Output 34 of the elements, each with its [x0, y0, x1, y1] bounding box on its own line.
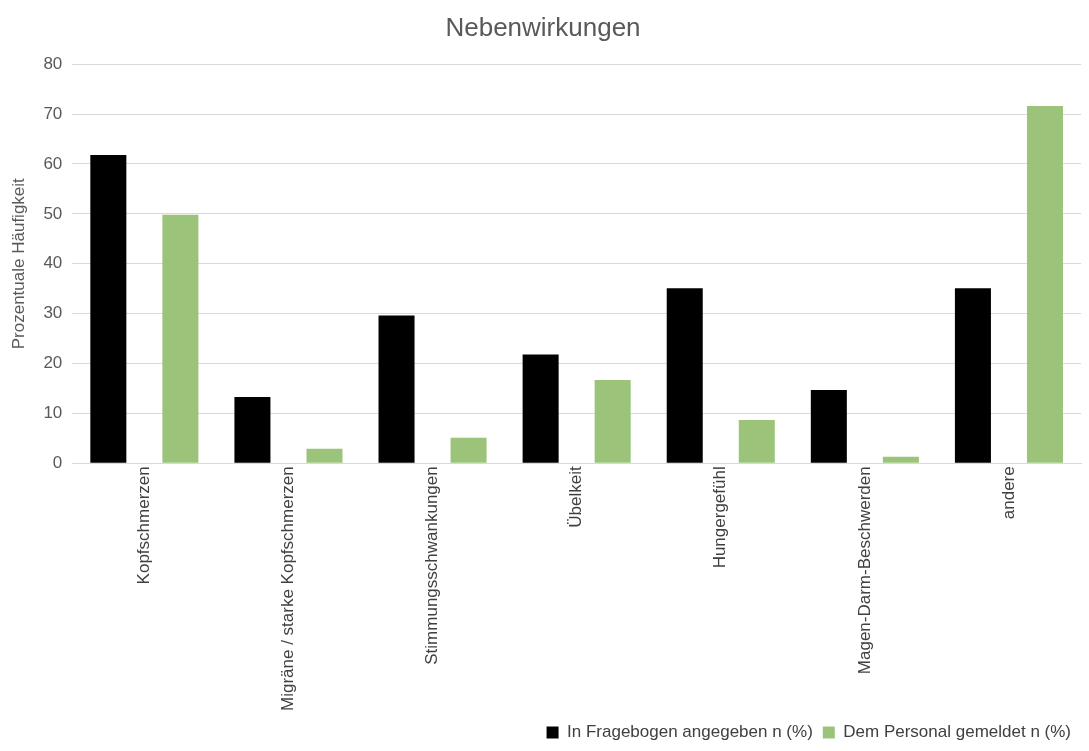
bar — [594, 379, 631, 463]
y-tick-label: 30 — [43, 303, 63, 323]
bar — [306, 448, 343, 463]
x-tick-label: Kopfschmerzen — [134, 466, 154, 585]
x-tick-label: Hungergefühl — [710, 466, 730, 569]
bar — [666, 288, 703, 463]
y-tick-label: 40 — [43, 253, 63, 273]
bar — [522, 354, 559, 463]
y-tick-label: 80 — [43, 53, 63, 73]
y-tick-label: 70 — [43, 103, 63, 123]
y-axis-title: Prozentuale Häufigkeit — [8, 177, 28, 350]
y-tick-label: 0 — [52, 452, 63, 472]
bar — [1026, 106, 1063, 463]
chart-title: Nebenwirkungen — [445, 11, 641, 42]
x-tick-label: Magen-Darm-Beschwerden — [854, 466, 874, 675]
y-tick-label: 20 — [43, 353, 63, 373]
bar — [810, 389, 847, 463]
x-tick-label: andere — [998, 466, 1018, 520]
bar — [90, 154, 127, 463]
x-tick-label: Migräne / starke Kopfschmerzen — [278, 466, 298, 711]
bar — [882, 456, 919, 463]
y-tick-label: 50 — [43, 203, 63, 223]
bar — [954, 288, 991, 463]
bar — [234, 396, 271, 463]
x-tick-label: Stimmungsschwankungen — [422, 466, 442, 665]
x-tick-label: Übelkeit — [566, 466, 586, 528]
y-tick-label: 60 — [43, 153, 63, 173]
y-tick-label: 10 — [43, 403, 63, 423]
bar — [450, 437, 487, 463]
legend-label: In Fragebogen angegeben n (%) — [567, 722, 813, 742]
legend-label: Dem Personal gemeldet n (%) — [843, 722, 1072, 742]
bar — [378, 315, 415, 463]
bar — [162, 214, 199, 463]
bar — [738, 419, 775, 463]
